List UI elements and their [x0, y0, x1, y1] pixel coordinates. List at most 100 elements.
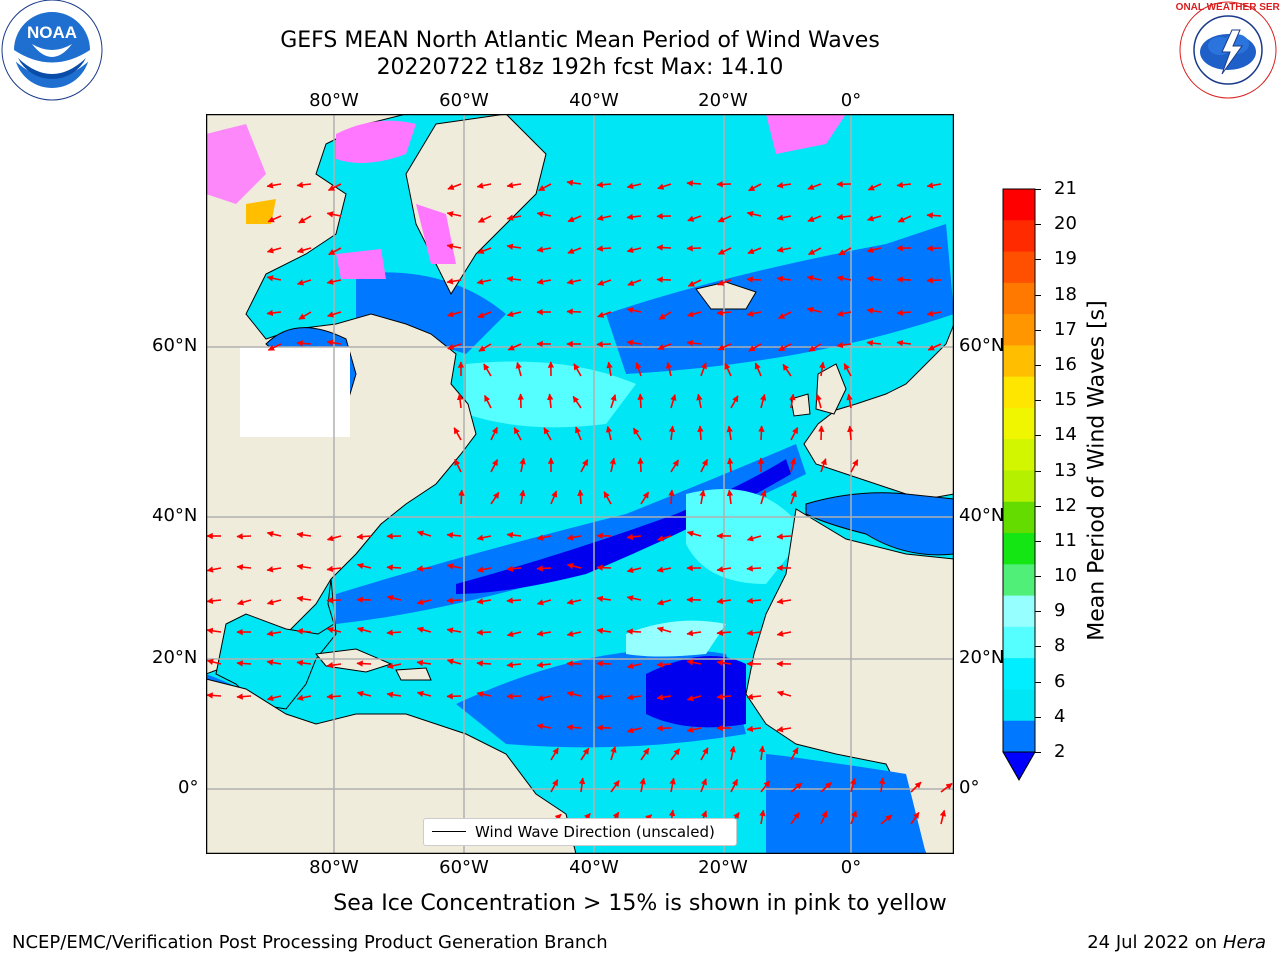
colorbar-tick: [1035, 189, 1041, 190]
wind-wave-arrow: [446, 243, 462, 250]
wind-wave-arrow: [519, 489, 526, 505]
wind-wave-arrow: [610, 745, 617, 761]
wind-wave-arrow: [716, 693, 732, 700]
wind-wave-arrow: [807, 215, 822, 222]
wind-wave-arrow: [926, 245, 942, 252]
wind-wave-arrow: [536, 723, 552, 730]
light-cyan-patch: [626, 620, 726, 657]
wind-wave-arrow: [567, 215, 582, 223]
lon-label-bottom: 40°W: [569, 857, 619, 878]
nws-logo: NATIONAL WEATHER SERVICE: [1153, 0, 1280, 104]
wind-wave-arrow: [416, 530, 432, 537]
wind-wave-arrow: [746, 276, 762, 283]
wind-wave-arrow: [447, 183, 462, 190]
wind-wave-arrow: [326, 211, 342, 218]
wind-wave-arrow: [730, 778, 739, 793]
wind-wave-arrow: [536, 661, 552, 669]
wind-wave-arrow: [326, 311, 342, 318]
colorbar-cell: [1003, 439, 1035, 471]
mediterranean-sea: [805, 492, 954, 556]
wind-wave-arrow: [596, 181, 612, 188]
wind-wave-arrow: [789, 393, 796, 409]
wind-wave-arrow: [746, 629, 762, 637]
wind-wave-arrow: [626, 182, 642, 189]
wind-wave-arrow: [717, 343, 732, 351]
legend-line-swatch: [432, 831, 466, 832]
wind-wave-arrow: [656, 276, 672, 283]
wind-wave-arrow: [850, 777, 857, 793]
noaa-logo-text: NOAA: [27, 23, 77, 42]
wind-wave-arrow: [566, 598, 582, 605]
wind-wave-arrow: [686, 311, 702, 318]
wind-wave-arrow: [819, 361, 826, 377]
wind-wave-arrow: [726, 425, 733, 441]
wind-wave-arrow: [550, 490, 558, 505]
wind-wave-arrow: [807, 183, 822, 190]
wind-wave-arrow: [699, 489, 706, 505]
wind-wave-arrow: [327, 183, 342, 192]
lon-label-top: 20°W: [698, 90, 748, 111]
wind-wave-arrow: [806, 306, 822, 314]
wind-wave-arrow: [926, 310, 942, 317]
wind-wave-arrow: [596, 660, 612, 667]
wind-wave-arrow: [656, 694, 672, 701]
chart-title: GEFS MEAN North Atlantic Mean Period of …: [280, 28, 880, 53]
wind-wave-arrow: [670, 459, 680, 473]
wind-wave-arrow: [596, 627, 612, 635]
wind-wave-arrow: [776, 726, 792, 733]
wind-wave-arrow: [386, 691, 402, 698]
wind-wave-arrow: [782, 363, 792, 377]
wind-wave-arrow: [446, 311, 462, 318]
wind-wave-arrow: [386, 594, 402, 602]
colorbar-tick: [1035, 576, 1041, 578]
wind-wave-arrow: [926, 182, 942, 189]
wind-wave-arrow: [328, 247, 342, 256]
lat-label-left: 20°N: [152, 647, 198, 668]
wind-wave-arrow: [296, 563, 312, 570]
wind-wave-arrow: [626, 566, 642, 574]
wind-wave-arrow: [266, 694, 282, 702]
wind-wave-arrow: [776, 630, 792, 637]
wind-wave-arrow: [446, 532, 462, 539]
wind-wave-arrow: [687, 279, 702, 287]
wind-wave-arrow: [296, 340, 312, 347]
wind-wave-arrow: [700, 458, 709, 473]
wind-wave-arrow: [610, 394, 617, 409]
wind-wave-arrow: [896, 339, 912, 347]
wind-wave-arrow: [476, 566, 492, 573]
wind-wave-arrow: [476, 691, 492, 698]
wind-wave-arrow: [640, 747, 650, 761]
wind-wave-arrow: [476, 182, 492, 189]
wind-wave-arrow: [566, 308, 582, 315]
wind-wave-arrow: [536, 565, 552, 572]
wind-wave-arrow: [536, 630, 552, 637]
wind-wave-arrow: [836, 341, 852, 349]
colorbar-tick: [1035, 224, 1041, 226]
colorbar-tick-label: 9: [1054, 600, 1066, 622]
wind-wave-arrow: [236, 599, 252, 606]
wind-wave-arrow: [506, 531, 522, 539]
colorbar-tick: [1035, 752, 1041, 753]
wind-wave-arrow: [896, 181, 912, 189]
gulf-of-guinea: [766, 754, 926, 854]
wind-wave-arrow: [656, 566, 672, 573]
wind-wave-arrow: [759, 809, 766, 825]
wind-wave-arrow: [536, 246, 552, 253]
colorbar-tick-label: 17: [1054, 318, 1077, 340]
wind-wave-arrow: [808, 343, 822, 352]
wind-wave-arrow: [776, 275, 792, 283]
blue-band: [336, 444, 806, 624]
wind-wave-arrow: [326, 661, 342, 669]
wind-wave-arrow: [686, 659, 702, 666]
lon-label-top: 40°W: [569, 90, 619, 111]
lon-label-top: 0°: [840, 90, 862, 111]
wind-wave-arrow: [635, 362, 642, 377]
lat-label-right: 0°: [959, 777, 980, 798]
wind-wave-arrow: [236, 564, 252, 571]
wind-wave-arrow: [573, 363, 582, 377]
colorbar-tick: [1035, 435, 1041, 437]
wind-wave-arrow: [820, 810, 828, 825]
lat-label-left: 40°N: [152, 505, 198, 526]
wind-wave-arrow: [476, 534, 492, 541]
colorbar-tick-label: 2: [1054, 741, 1066, 762]
